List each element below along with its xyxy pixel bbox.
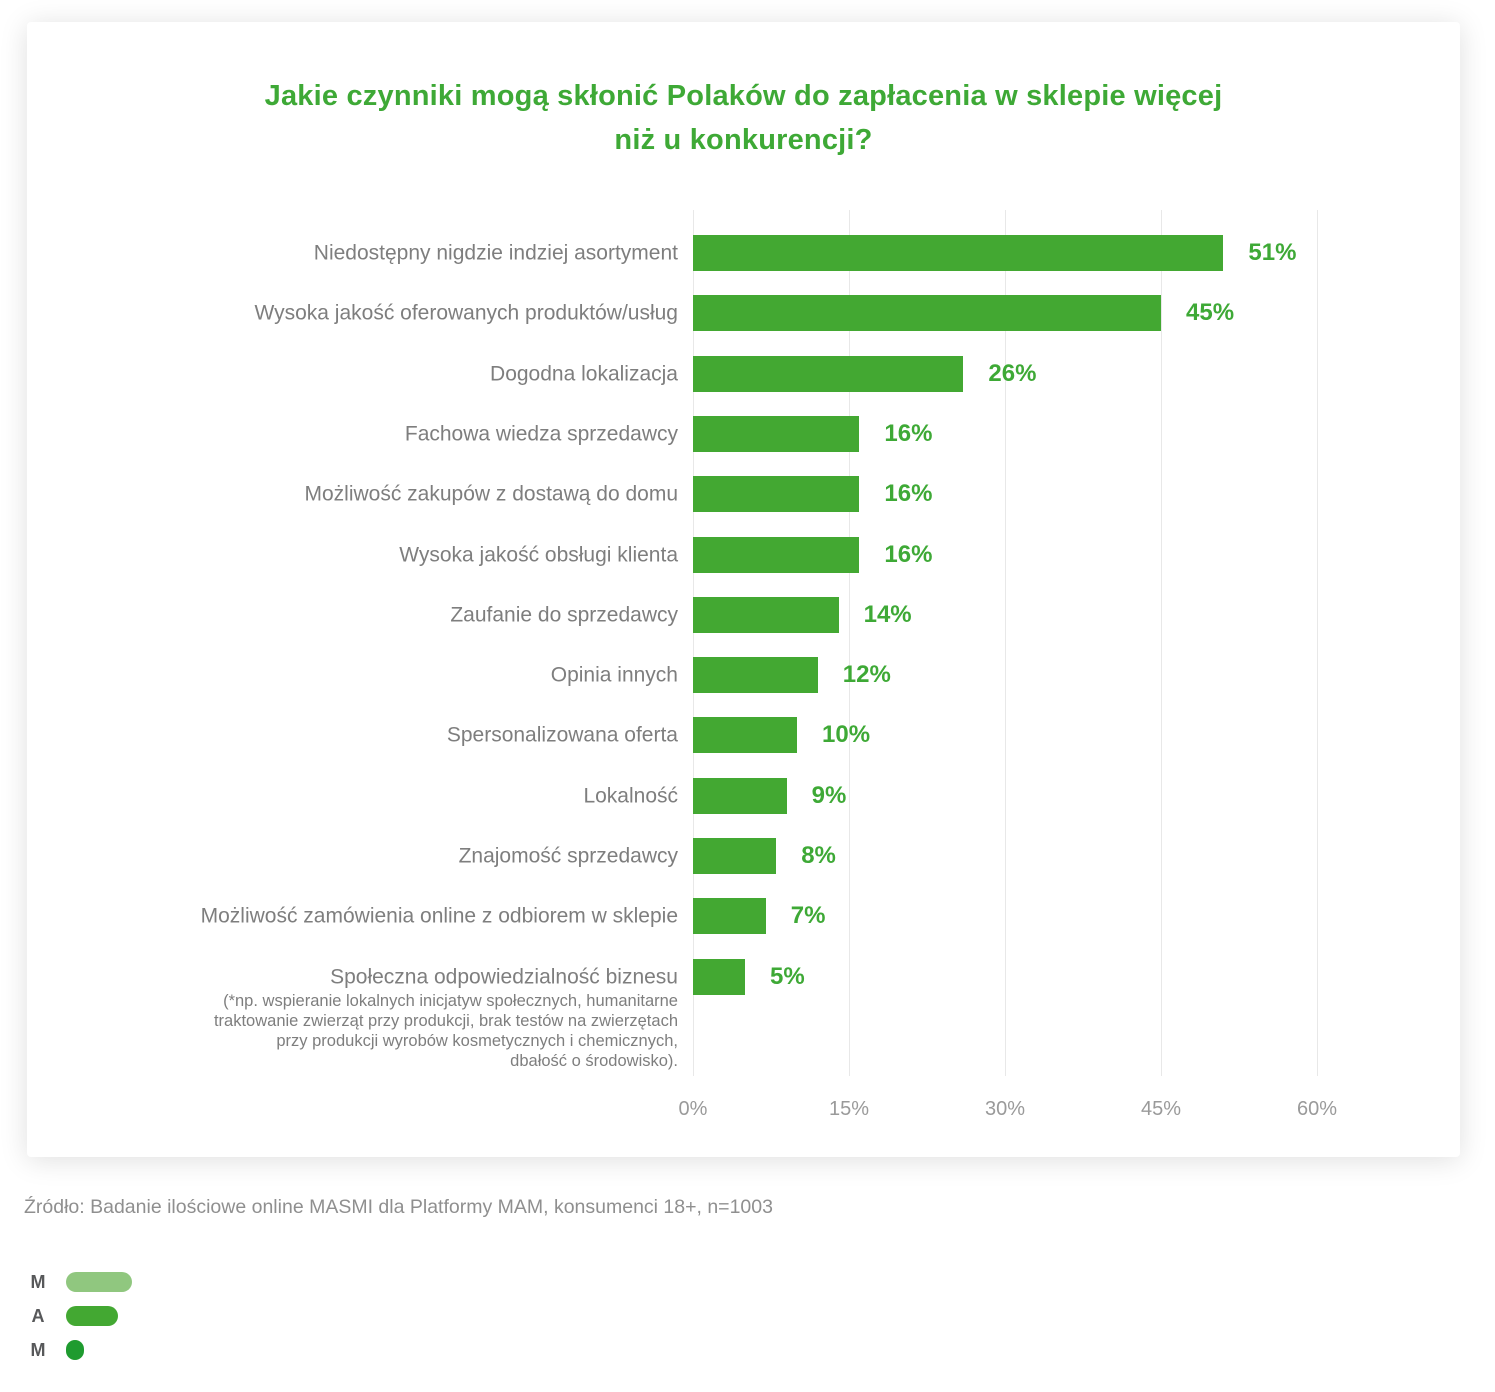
x-axis-tick-label: 45% xyxy=(1140,1098,1182,1120)
gridline xyxy=(1161,210,1162,1076)
bar-value-label: 16% xyxy=(884,419,933,447)
bar-value-label: 45% xyxy=(1186,299,1235,327)
category-footnote: (*np. wspieranie lokalnych inicjatyw spo… xyxy=(78,991,678,1071)
x-axis-tick-label: 15% xyxy=(828,1098,870,1120)
source-caption: Źródło: Badanie ilościowe online MASMI d… xyxy=(24,1196,773,1218)
bar xyxy=(693,476,860,513)
bar-value-label: 26% xyxy=(988,359,1037,387)
plot-area: 0% 15% 30% 45% 60% 51% 45% 26% 16% 16% 16% 14% 12% 10… xyxy=(679,210,1455,1120)
bar-value-label: 16% xyxy=(884,540,933,568)
x-axis-tick-label: 30% xyxy=(984,1098,1026,1120)
category-label: Zaufanie do sprzedawcy xyxy=(450,603,678,627)
category-label: Społeczna odpowiedzialność biznesu xyxy=(330,965,678,989)
bar-value-label: 8% xyxy=(801,842,836,869)
bar-value-label: 51% xyxy=(1248,239,1297,266)
bar-value-label: 10% xyxy=(822,721,871,749)
gridline xyxy=(849,210,850,1076)
logo-row: A xyxy=(28,1306,132,1326)
bar-value-label: 14% xyxy=(863,600,912,628)
bar xyxy=(693,838,777,874)
category-label: Znajomość sprzedawcy xyxy=(458,844,678,868)
chart-title: Jakie czynniki mogą skłonić Polaków do z… xyxy=(27,74,1460,162)
logo-dot-icon xyxy=(66,1340,84,1360)
bar xyxy=(693,295,1161,332)
bar-chart: 0% 15% 30% 45% 60% 51% 45% 26% 16% 16% 16% 14% 12% 10… xyxy=(27,22,1460,1157)
bar xyxy=(693,898,766,935)
logo-pill-icon xyxy=(66,1272,132,1292)
chart-title-line-2: niż u konkurencji? xyxy=(614,124,873,156)
footnote-line: (*np. wspieranie lokalnych inicjatyw spo… xyxy=(223,992,678,1010)
logo-letter: M xyxy=(30,1339,46,1360)
category-label: Fachowa wiedza sprzedawcy xyxy=(404,422,678,446)
bar xyxy=(693,596,839,633)
category-label: Niedostępny nigdzie indziej asortyment xyxy=(313,241,678,265)
footnote-line: traktowanie zwierząt przy produkcji, bra… xyxy=(213,1012,678,1030)
bar xyxy=(693,717,797,754)
category-label: Wysoka jakość obsługi klienta xyxy=(399,543,678,566)
bar xyxy=(693,355,964,392)
x-axis-tick-label: 0% xyxy=(678,1098,708,1120)
bar xyxy=(693,235,1224,271)
bar xyxy=(693,958,745,995)
gridline xyxy=(1317,210,1318,1076)
chart-title-line-1: Jakie czynniki mogą skłonić Polaków do z… xyxy=(264,80,1223,112)
category-label: Wysoka jakość oferowanych produktów/usłu… xyxy=(254,301,678,325)
category-label: Dogodna lokalizacja xyxy=(490,362,678,386)
bar xyxy=(693,536,860,573)
bar-value-label: 12% xyxy=(842,661,891,689)
bar xyxy=(693,415,860,452)
logo-pill-icon xyxy=(66,1306,118,1326)
footnote-line: dbałość o środowisko). xyxy=(510,1052,678,1070)
logo-letter: M xyxy=(30,1271,46,1292)
bar xyxy=(693,777,787,814)
bar xyxy=(693,657,818,694)
gridline xyxy=(1005,210,1006,1076)
logo-row: M xyxy=(28,1272,132,1292)
category-label: Lokalność xyxy=(583,784,678,808)
bar-value-label: 5% xyxy=(770,962,805,990)
footnote-line: przy produkcji wyrobów kosmetycznych i c… xyxy=(276,1032,678,1050)
bar-value-label: 16% xyxy=(884,480,933,508)
gridline xyxy=(693,210,694,1076)
logo-letter: A xyxy=(31,1305,45,1326)
chart-card: Jakie czynniki mogą skłonić Polaków do z… xyxy=(27,22,1460,1157)
bar-value-label: 7% xyxy=(790,902,826,930)
category-label: Możliwość zamówienia online z odbiorem w… xyxy=(200,904,678,928)
category-label: Możliwość zakupów z dostawą do domu xyxy=(304,482,678,506)
bar-value-label: 9% xyxy=(811,781,847,809)
category-label: Spersonalizowana oferta xyxy=(446,723,678,747)
category-label: Opinia innych xyxy=(550,663,678,687)
x-axis-tick-label: 60% xyxy=(1296,1098,1338,1120)
logo-row: M xyxy=(28,1340,132,1360)
